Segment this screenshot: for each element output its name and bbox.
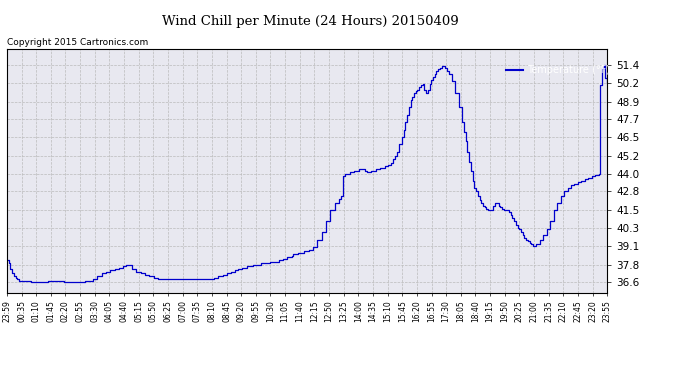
Text: Wind Chill per Minute (24 Hours) 20150409: Wind Chill per Minute (24 Hours) 2015040… [162, 15, 459, 28]
Text: Copyright 2015 Cartronics.com: Copyright 2015 Cartronics.com [7, 38, 148, 47]
Text: Temperature (°F): Temperature (°F) [527, 65, 610, 75]
